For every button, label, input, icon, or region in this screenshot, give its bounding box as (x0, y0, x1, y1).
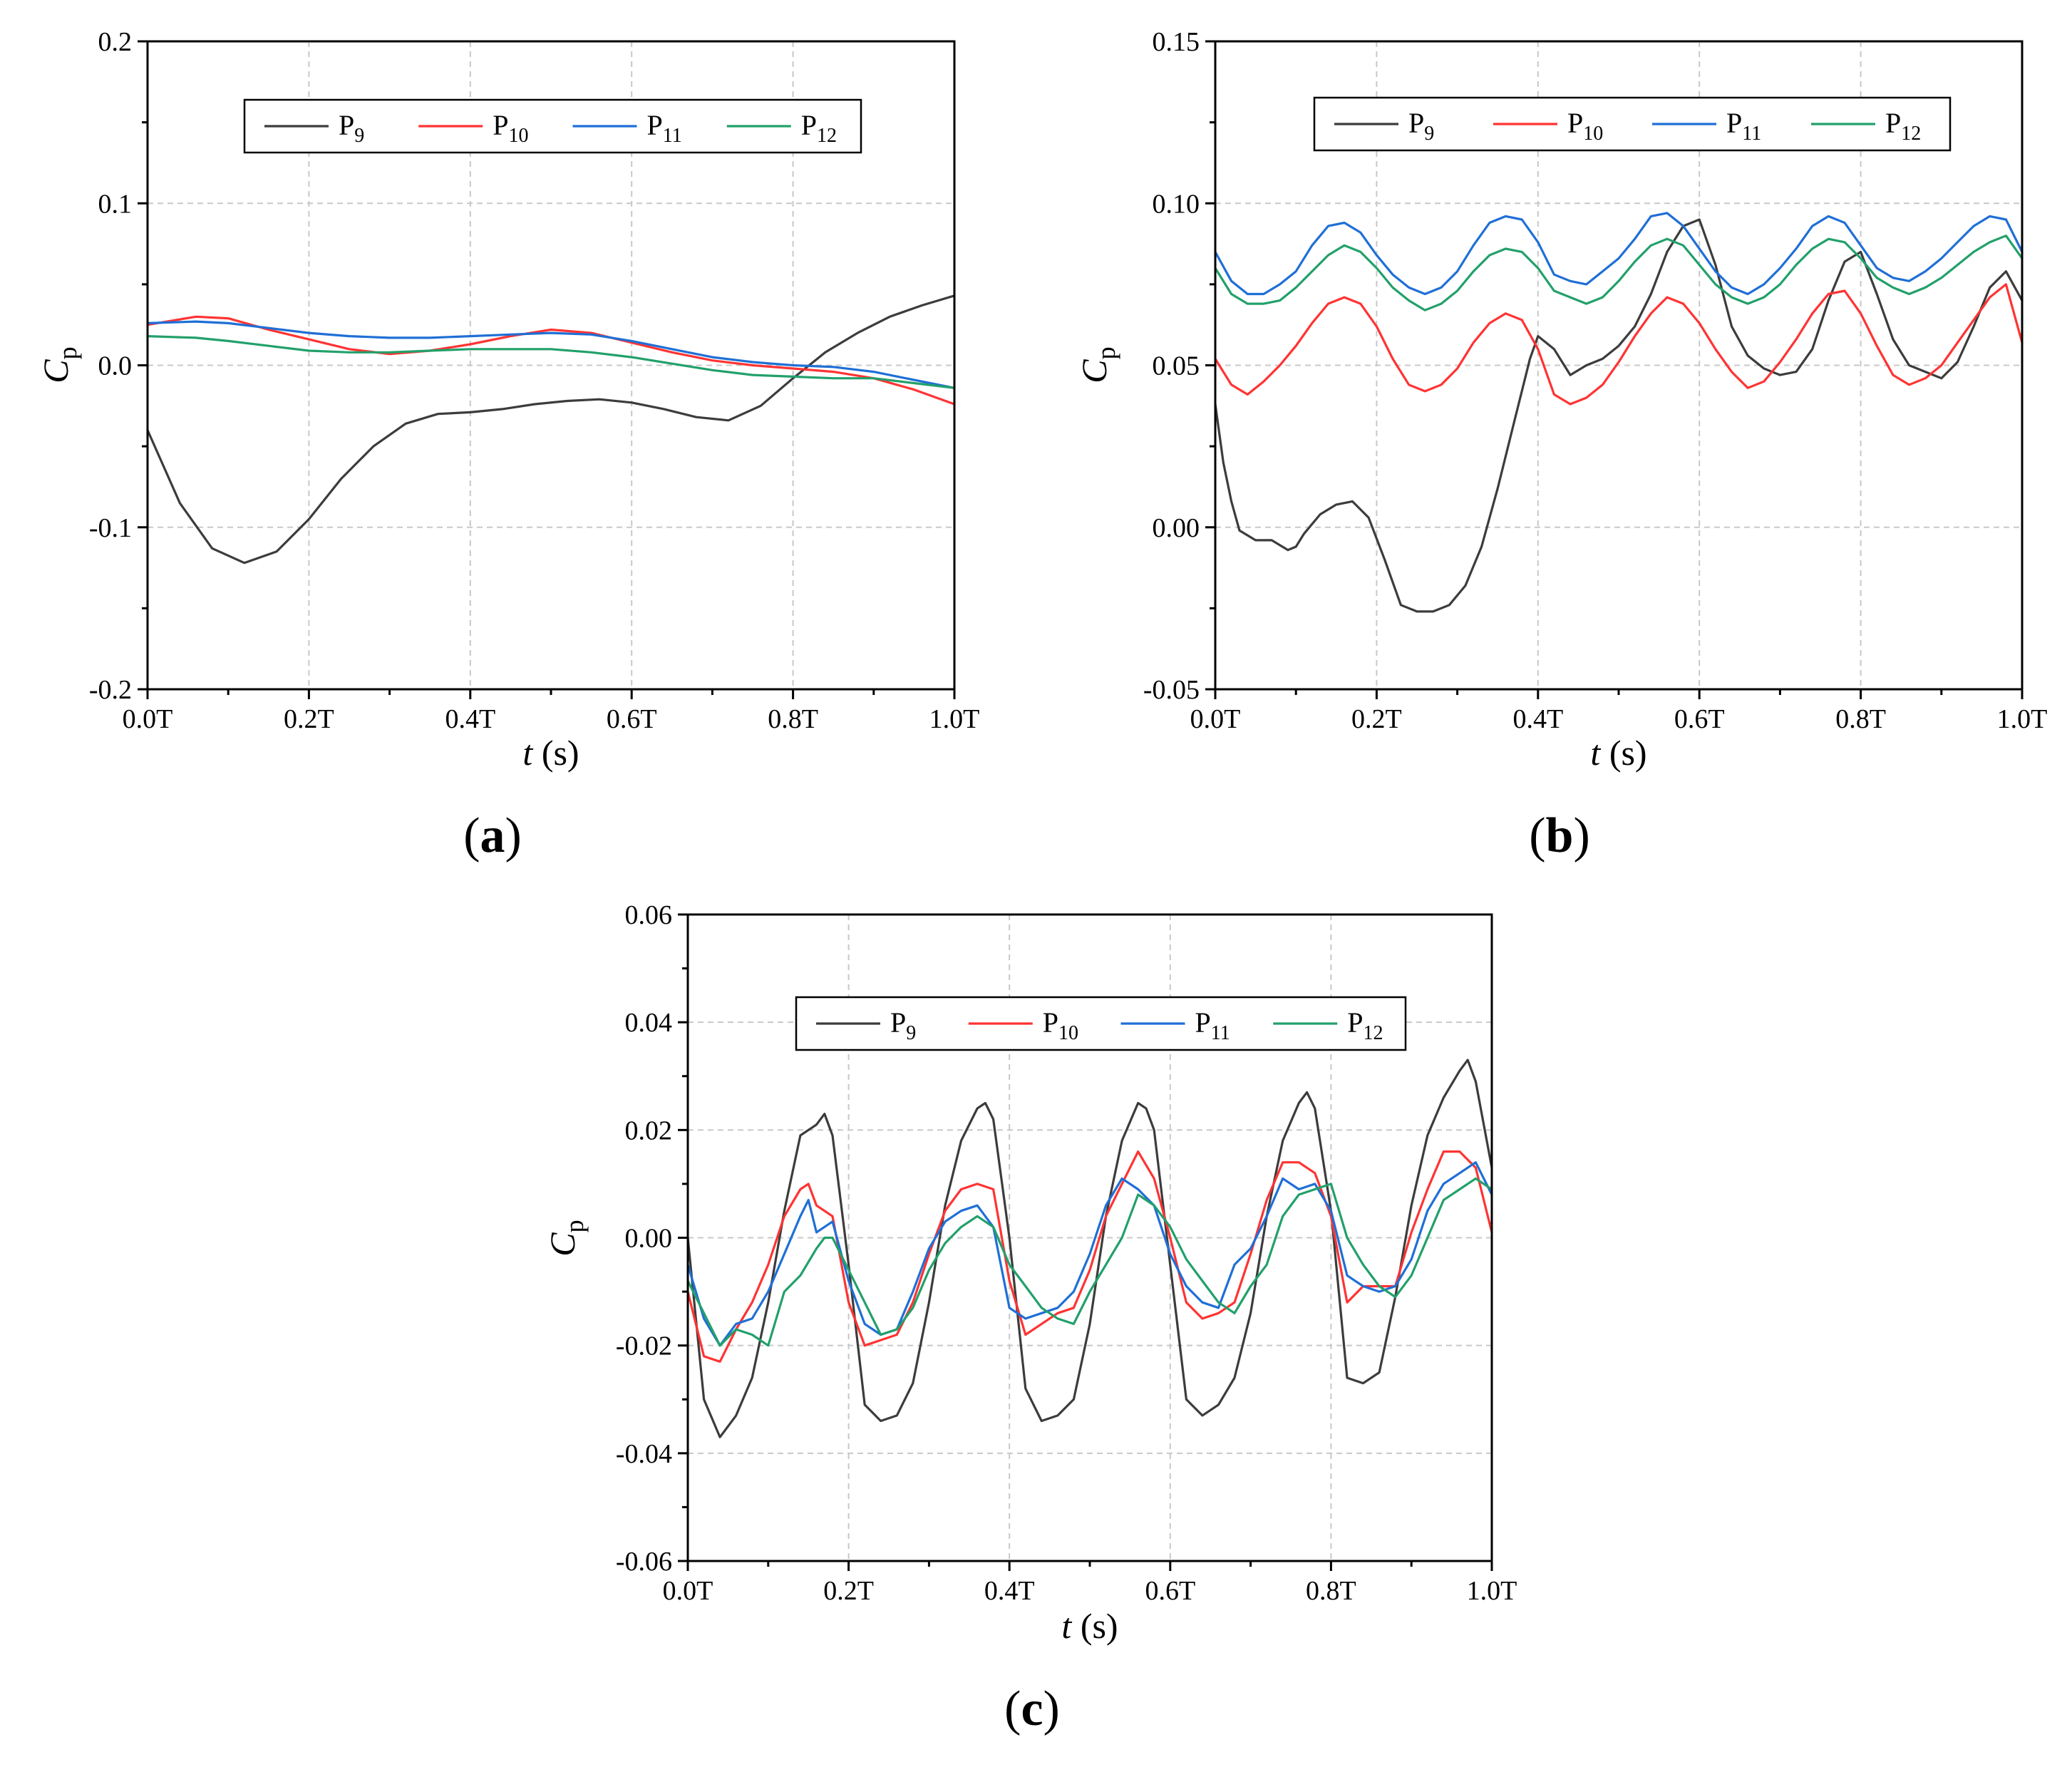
x-tick-label: 0.8T (1835, 704, 1886, 734)
x-tick-label: 0.4T (445, 704, 495, 734)
x-axis-title: t (s) (1590, 733, 1646, 773)
y-axis-title: Cp (1074, 346, 1120, 383)
y-tick-label: -0.02 (616, 1331, 672, 1361)
x-tick-label: 0.0T (663, 1576, 713, 1606)
panel-label: (b) (1529, 808, 1590, 863)
legend: P9 P10 P11 P12 (243, 98, 862, 154)
series-line-p9 (1214, 218, 2024, 613)
legend-label-p9: P9 (1408, 107, 1434, 145)
y-tick-label: 0.0 (98, 351, 133, 381)
y-tick-label: -0.05 (1143, 675, 1200, 705)
x-tick-label: 1.0T (1997, 704, 2048, 734)
x-tick-label: 0.4T (984, 1576, 1035, 1606)
y-tick-label: 0.1 (98, 189, 133, 219)
series-line-p11 (146, 320, 956, 389)
series-line-p9 (686, 1058, 1493, 1438)
x-axis-title: t (s) (522, 733, 579, 773)
series-line-p12 (146, 335, 956, 389)
x-tick-label: 0.2T (1351, 704, 1402, 734)
y-tick-label: 0.02 (625, 1116, 673, 1145)
series-line-p11 (686, 1161, 1493, 1347)
x-tick-label: 0.6T (607, 704, 657, 734)
x-tick-label: 0.0T (123, 704, 173, 734)
series-line-p11 (1214, 212, 2024, 296)
y-tick-label: 0.15 (1153, 27, 1200, 57)
y-tick-label: 0.04 (625, 1008, 673, 1038)
legend-label-p11: P11 (1726, 107, 1761, 145)
x-tick-label: 0.4T (1512, 704, 1563, 734)
legend-box (795, 996, 1407, 1051)
legend-label-p11: P11 (1195, 1006, 1230, 1044)
legend: P9 P10 P11 P12 (1313, 96, 1952, 152)
legend-label-p12: P12 (1347, 1006, 1383, 1044)
y-tick-label: -0.2 (89, 675, 132, 705)
panel-label: (c) (1004, 1681, 1060, 1736)
legend-label-p10: P10 (1043, 1006, 1078, 1044)
y-tick-label: 0.2 (98, 27, 133, 57)
x-tick-label: 1.0T (1467, 1576, 1517, 1606)
series-line-p12 (686, 1177, 1493, 1347)
legend-label-p12: P12 (1885, 107, 1921, 145)
y-axis-title: Cp (542, 1220, 589, 1256)
x-tick-label: 0.8T (1306, 1576, 1356, 1606)
chart-panel-c: 0.0T 0.2T 0.4T 0.6T 0.8T 1.0T -0.06 -0.04 -0.02 0… (542, 900, 1517, 1736)
y-tick-label: 0.06 (625, 900, 673, 930)
series-line-p10 (146, 315, 956, 406)
series-line-p9 (146, 294, 956, 565)
x-tick-label: 0.0T (1190, 704, 1241, 734)
x-tick-label: 0.8T (768, 704, 818, 734)
y-tick-label: -0.06 (616, 1547, 672, 1577)
series-line-p10 (1214, 283, 2024, 406)
y-axis-title: Cp (36, 346, 82, 383)
legend-label-p10: P10 (493, 109, 528, 147)
y-tick-label: -0.1 (89, 513, 132, 543)
chart-panel-a: 0.0T 0.2T 0.4T 0.6T 0.8T 1.0T -0.2 -0.1 0.0 0.1 0.… (36, 27, 979, 863)
x-tick-label: 0.6T (1674, 704, 1725, 734)
chart-panel-b: 0.0T 0.2T 0.4T 0.6T 0.8T 1.0T -0.05 0.00 0.05 0.1… (1074, 27, 2047, 863)
y-tick-label: 0.00 (1153, 513, 1200, 543)
y-tick-label: 0.05 (1153, 351, 1200, 381)
x-axis-title: t (s) (1061, 1606, 1118, 1646)
y-tick-label: -0.04 (616, 1439, 672, 1469)
x-tick-label: 0.6T (1145, 1576, 1195, 1606)
series-line-p12 (1214, 235, 2024, 311)
x-tick-label: 0.2T (284, 704, 334, 734)
legend-label-p10: P10 (1567, 107, 1603, 145)
legend-label-p9: P9 (339, 109, 364, 147)
y-tick-label: 0.10 (1153, 189, 1200, 219)
panel-label: (a) (463, 808, 522, 863)
legend-label-p9: P9 (890, 1006, 916, 1044)
legend-label-p12: P12 (801, 109, 837, 147)
x-tick-label: 0.2T (823, 1576, 874, 1606)
legend-label-p11: P11 (647, 109, 682, 147)
x-tick-label: 1.0T (929, 704, 980, 734)
y-tick-label: 0.00 (625, 1224, 673, 1254)
legend: P9 P10 P11 P12 (795, 996, 1407, 1051)
series-line-p10 (686, 1150, 1493, 1363)
